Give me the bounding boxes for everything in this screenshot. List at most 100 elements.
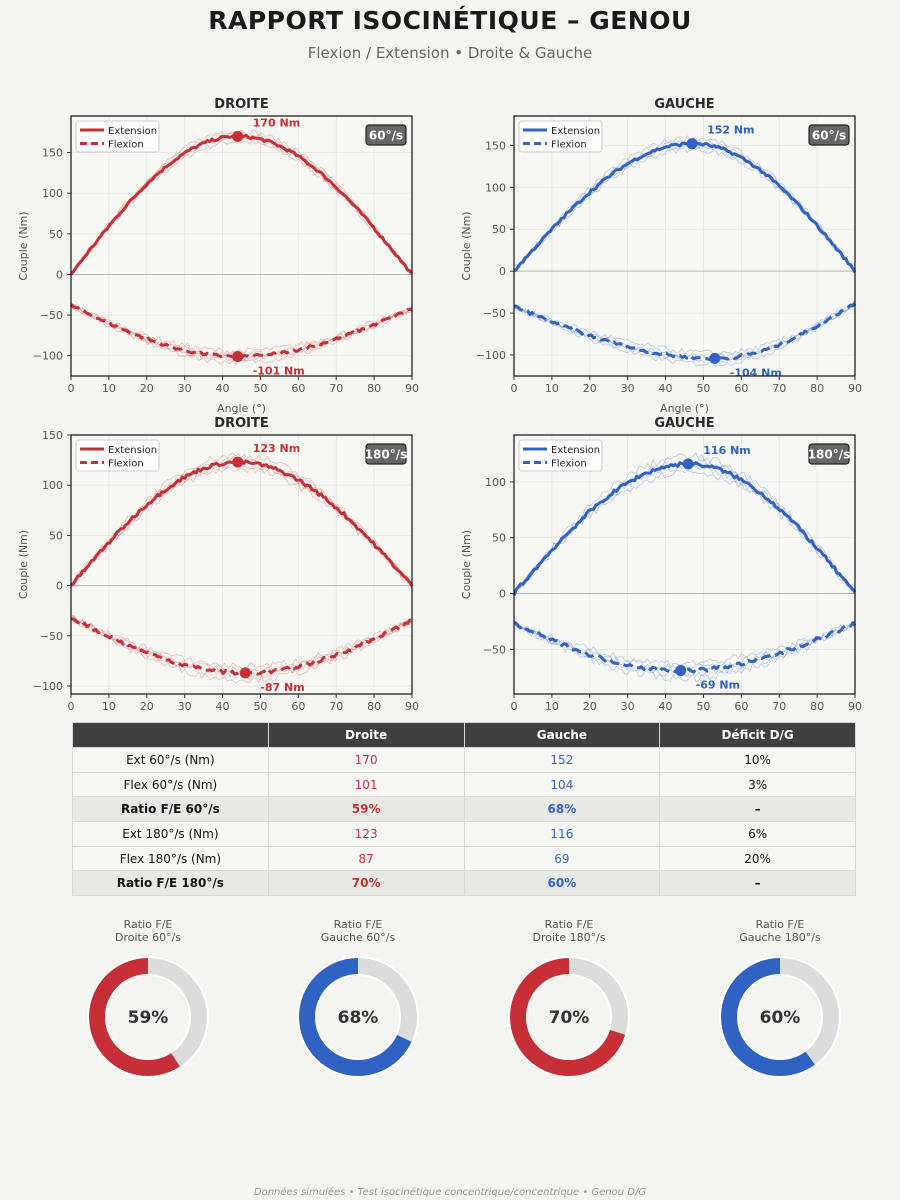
y-tick-label: 50 xyxy=(49,228,63,241)
y-tick-label: −50 xyxy=(483,643,506,656)
x-tick-label: 10 xyxy=(102,700,116,713)
peak-label: 170 Nm xyxy=(253,116,300,129)
table-cell-gauche: 104 xyxy=(463,771,661,798)
y-axis-label: Couple (Nm) xyxy=(460,530,473,599)
x-tick-label: 60 xyxy=(734,700,748,713)
report-title: RAPPORT ISOCINÉTIQUE – GENOU xyxy=(208,6,692,35)
donut-value-label: 70% xyxy=(549,1008,590,1028)
peak-label: -69 Nm xyxy=(696,679,740,692)
table-cell-label: Ext 60°/s (Nm) xyxy=(72,747,269,773)
table-header: Droite xyxy=(267,722,465,748)
table-cell-deficit: 6% xyxy=(659,821,856,847)
table-row: Ratio F/E 60°/s 59% 68% – xyxy=(72,796,856,823)
table-cell-label: Ratio F/E 180°/s xyxy=(72,870,269,897)
chart-panel: 123 Nm -87 Nm 0 10 20 30 40 50 60 70 80 90 −100 −50 0 5… xyxy=(17,416,419,713)
flexion-mean-curve xyxy=(70,617,414,676)
y-axis-label: Couple (Nm) xyxy=(460,211,473,280)
x-tick-label: 20 xyxy=(583,382,597,395)
peak-label: 116 Nm xyxy=(703,444,750,457)
y-tick-label: 50 xyxy=(492,532,506,545)
x-tick-label: 0 xyxy=(68,382,75,395)
y-axis-label: Couple (Nm) xyxy=(17,211,30,280)
speed-badge-label: 60°/s xyxy=(812,129,846,143)
flexion-mean-curve xyxy=(513,302,857,361)
torque-charts: 170 Nm -101 Nm 0 10 20 30 40 50 60 70 80 90 −100 −50 0… xyxy=(17,97,862,713)
legend-entry: Flexion xyxy=(551,140,587,151)
chart-panel: 152 Nm -104 Nm 0 10 20 30 40 50 60 70 80 90 −100 −50 0… xyxy=(460,97,862,415)
x-tick-label: 80 xyxy=(810,700,824,713)
x-axis-label: Angle (°) xyxy=(217,402,266,415)
peak-label: -101 Nm xyxy=(253,365,305,378)
legend-entry: Extension xyxy=(551,126,600,137)
table-header-row: Droite Gauche Déficit D/G xyxy=(72,722,856,748)
legend-entry: Flexion xyxy=(108,140,144,151)
table-header xyxy=(72,722,269,748)
x-tick-label: 60 xyxy=(291,700,305,713)
x-tick-label: 0 xyxy=(511,700,518,713)
peak-marker xyxy=(686,138,698,150)
table-header: Déficit D/G xyxy=(659,722,856,748)
chart-title: DROITE xyxy=(214,97,268,112)
plot-area xyxy=(514,435,855,694)
speed-badge xyxy=(365,124,407,146)
donut-edge xyxy=(508,956,630,1078)
x-tick-label: 30 xyxy=(178,700,192,713)
x-tick-label: 70 xyxy=(772,700,786,713)
y-tick-label: −50 xyxy=(40,630,63,643)
donut-edge xyxy=(526,974,612,1060)
x-tick-label: 80 xyxy=(367,382,381,395)
table-cell-label: Flex 180°/s (Nm) xyxy=(72,845,269,872)
table-row: Flex 180°/s (Nm) 87 69 20% xyxy=(72,845,856,872)
x-tick-label: 60 xyxy=(734,382,748,395)
y-tick-label: 150 xyxy=(485,139,506,152)
plot-frame xyxy=(513,434,856,695)
plot-frame xyxy=(70,434,413,695)
peak-label: 123 Nm xyxy=(253,442,300,455)
speed-badge xyxy=(808,124,850,146)
donut-edge xyxy=(719,956,841,1078)
peak-label: 152 Nm xyxy=(707,124,754,137)
donut-edge xyxy=(105,974,191,1060)
donut-chart: 68% xyxy=(297,956,419,1078)
table-cell-gauche: 152 xyxy=(463,747,661,773)
x-tick-label: 30 xyxy=(621,382,635,395)
x-tick-label: 50 xyxy=(696,382,710,395)
legend-entry: Extension xyxy=(551,445,600,456)
x-tick-label: 0 xyxy=(511,382,518,395)
peak-label: -87 Nm xyxy=(260,681,304,694)
x-tick-label: 80 xyxy=(367,700,381,713)
donut-title: Ratio F/E xyxy=(123,918,173,931)
x-tick-label: 20 xyxy=(140,382,154,395)
y-tick-label: 100 xyxy=(485,476,506,489)
x-tick-label: 90 xyxy=(848,700,862,713)
y-tick-label: 100 xyxy=(42,187,63,200)
table-cell-label: Ext 180°/s (Nm) xyxy=(72,821,269,847)
table-cell-droite: 70% xyxy=(267,870,465,897)
y-tick-label: −50 xyxy=(483,307,506,320)
donut-subtitle: Gauche 180°/s xyxy=(739,931,821,944)
table-row: Flex 60°/s (Nm) 101 104 3% xyxy=(72,771,856,798)
x-tick-label: 90 xyxy=(848,382,862,395)
y-tick-label: 50 xyxy=(492,223,506,236)
x-axis-label: Angle (°) xyxy=(660,402,709,415)
x-tick-label: 40 xyxy=(659,382,673,395)
legend-entry: Extension xyxy=(108,126,157,137)
x-tick-label: 50 xyxy=(253,382,267,395)
peak-marker xyxy=(232,130,244,142)
y-tick-label: 50 xyxy=(49,529,63,542)
donut-edge xyxy=(737,974,823,1060)
peak-marker xyxy=(232,456,244,468)
peak-marker xyxy=(675,665,687,677)
plot-area xyxy=(514,116,855,376)
footer-note: Données simulées • Test isocinétique con… xyxy=(253,1187,647,1198)
y-tick-label: −100 xyxy=(476,349,506,362)
peak-marker xyxy=(709,352,721,364)
table-cell-deficit: 20% xyxy=(659,845,856,872)
donut-subtitle: Droite 180°/s xyxy=(532,931,606,944)
table-cell-gauche: 116 xyxy=(463,821,661,847)
donut-edge xyxy=(297,956,419,1078)
speed-badge-label: 180°/s xyxy=(365,448,408,462)
x-tick-label: 30 xyxy=(178,382,192,395)
donut-title: Ratio F/E xyxy=(755,918,805,931)
table-cell-droite: 123 xyxy=(267,821,465,847)
